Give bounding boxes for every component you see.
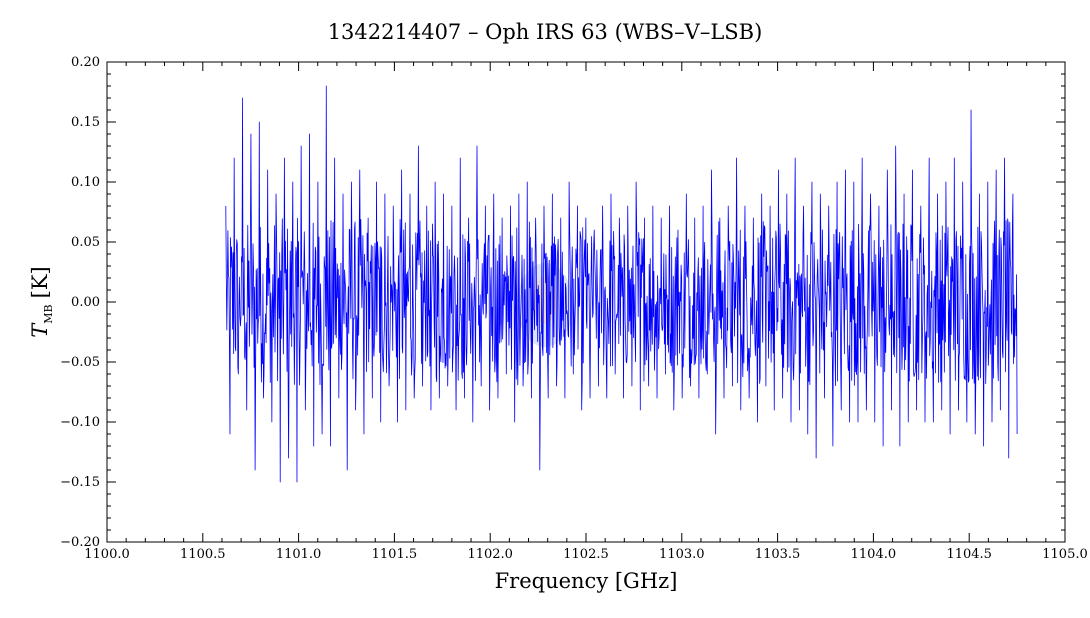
y-tick-label: 0.15 (71, 115, 100, 130)
x-tick-label: 1102.5 (563, 547, 609, 562)
x-tick-label: 1101.5 (372, 547, 418, 562)
y-tick-label: −0.10 (60, 415, 100, 430)
x-tick-label: 1103.5 (755, 547, 801, 562)
x-tick-label: 1100.5 (180, 547, 226, 562)
y-tick-label: −0.05 (60, 355, 100, 370)
x-tick-label: 1101.0 (276, 547, 322, 562)
x-tick-label: 1104.5 (946, 547, 992, 562)
x-tick-label: 1105.0 (1042, 547, 1088, 562)
y-tick-label: 0.20 (71, 55, 100, 70)
y-axis-subscript: MB (42, 304, 55, 323)
x-tick-label: 1100.0 (84, 547, 130, 562)
y-axis: 0.20 0.15 0.10 0.05 0.00 −0.05 −0.10 −0.15 −0.20 (60, 55, 1065, 550)
y-tick-label: −0.20 (60, 535, 100, 550)
x-axis-label: Frequency [GHz] (495, 569, 678, 593)
x-axis: 1100.0 1100.5 1101.0 1101.5 1102.0 1102.5 1103… (84, 62, 1088, 562)
x-tick-label: 1103.0 (659, 547, 705, 562)
spectrum-series (225, 85, 1018, 483)
chart-title: 1342214407 – Oph IRS 63 (WBS–V–LSB) (328, 20, 763, 44)
x-tick-label: 1104.0 (851, 547, 897, 562)
y-axis-unit: [K] (28, 266, 52, 298)
spectrum-line (225, 85, 1018, 483)
y-tick-label: 0.05 (71, 235, 100, 250)
x-tick-label: 1102.0 (467, 547, 513, 562)
y-axis-label: TMB [K] (28, 266, 55, 337)
y-tick-label: 0.00 (71, 295, 100, 310)
y-tick-label: −0.15 (60, 475, 100, 490)
y-axis-symbol: T (28, 322, 52, 338)
y-tick-label: 0.10 (71, 175, 100, 190)
